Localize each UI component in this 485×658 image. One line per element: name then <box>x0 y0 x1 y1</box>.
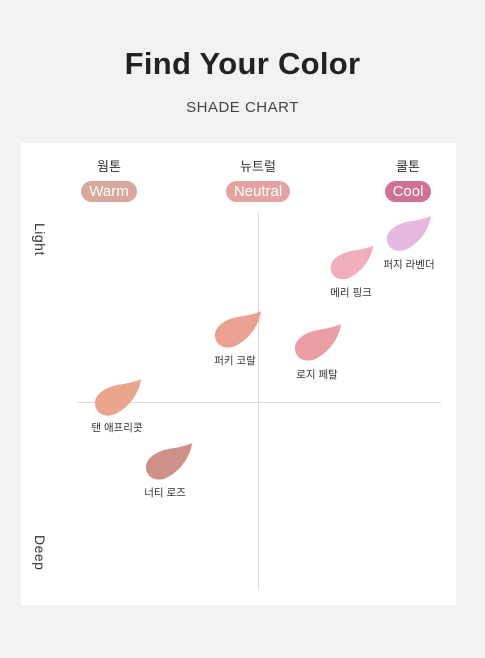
shade-swatch-fuzzy-lavender <box>383 215 433 253</box>
horizontal-axis-line <box>77 402 441 403</box>
tone-cool-korean: 쿨톤 <box>396 159 420 174</box>
axis-label-deep: Deep <box>32 535 48 571</box>
tone-neutral: 뉴트럴 Neutral <box>214 156 302 202</box>
shade-label-rosy-petal: 로지 페탈 <box>296 369 338 381</box>
shade-label-nutty-rose: 너티 로즈 <box>144 487 186 499</box>
tone-neutral-korean: 뉴트럴 <box>240 159 276 174</box>
shade-swatch-tan-apricot <box>91 378 143 418</box>
tone-cool: 쿨톤 Cool <box>373 156 443 202</box>
shade-chart-card: 웜톤 Warm 뉴트럴 Neutral 쿨톤 Cool Light Deep 퍼… <box>21 143 456 605</box>
page-title: Find Your Color <box>124 46 361 81</box>
vertical-axis-line <box>258 212 259 590</box>
tone-warm-korean: 웜톤 <box>97 159 121 174</box>
axis-label-light: Light <box>32 223 48 256</box>
shade-swatch-nutty-rose <box>142 442 194 482</box>
shade-swatch-rosy-petal <box>291 323 343 363</box>
page-subtitle: SHADE CHART <box>186 99 299 116</box>
shade-label-perky-coral: 퍼키 코랄 <box>214 355 256 367</box>
tone-neutral-pill: Neutral <box>225 181 291 202</box>
tone-warm-pill: Warm <box>81 181 137 202</box>
tone-warm: 웜톤 Warm <box>73 156 145 202</box>
tone-cool-pill: Cool <box>384 181 432 202</box>
shade-swatch-merry-pink <box>327 244 375 282</box>
shade-label-fuzzy-lavender: 퍼지 라벤더 <box>383 259 435 271</box>
shade-label-merry-pink: 메리 핑크 <box>330 287 372 299</box>
shade-label-tan-apricot: 탠 애프리콧 <box>91 422 143 434</box>
shade-swatch-perky-coral <box>211 310 263 350</box>
